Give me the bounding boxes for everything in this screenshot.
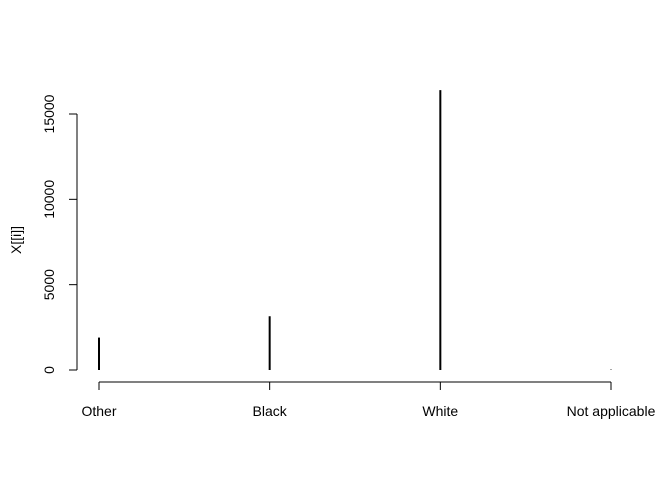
x-tick-label: Other	[81, 403, 116, 419]
y-tick-label: 5000	[41, 269, 57, 300]
x-tick-label: Black	[253, 403, 288, 419]
x-tick-label: White	[422, 403, 458, 419]
x-axis: Other Black White Not applicable	[81, 381, 656, 419]
y-tick-label: 15000	[41, 94, 57, 133]
bars-group	[98, 90, 612, 370]
y-axis-label: X[[i]]	[8, 226, 24, 254]
y-axis: 0 5000 10000 15000	[41, 94, 78, 374]
x-tick-label: Not applicable	[567, 403, 656, 419]
y-tick-label: 0	[41, 366, 57, 374]
y-tick-label: 10000	[41, 180, 57, 219]
